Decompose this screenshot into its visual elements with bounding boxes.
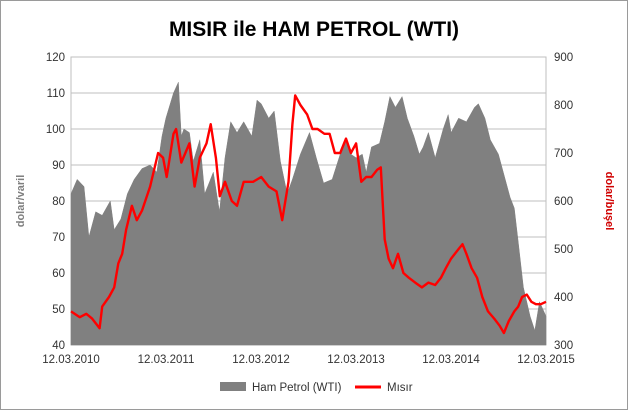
- plot-series: [70, 82, 547, 346]
- right-tick-label: 800: [554, 100, 573, 112]
- left-tick-label: 100: [46, 124, 65, 136]
- x-tick-label: 12.03.2013: [327, 354, 385, 366]
- x-tick-label: 12.03.2010: [42, 354, 100, 366]
- right-tick-label: 600: [554, 196, 573, 208]
- left-tick-label: 40: [52, 340, 65, 352]
- legend-swatch-oil: [220, 382, 246, 391]
- right-tick-label: 300: [554, 340, 573, 352]
- left-y-axis: 40 50 60 70 80 90 100 110 120: [46, 52, 65, 352]
- left-tick-label: 120: [46, 52, 65, 64]
- x-tick-label: 12.03.2015: [517, 354, 575, 366]
- left-tick-label: 90: [52, 160, 65, 172]
- series-line-corn: [70, 94, 547, 335]
- x-tick-label: 12.03.2011: [138, 354, 195, 366]
- x-tick-label: 12.03.2012: [232, 354, 290, 366]
- x-axis: 12.03.2010 12.03.2011 12.03.2012 12.03.2013…: [42, 354, 575, 366]
- chart-title: MISIR ile HAM PETROL (WTI): [169, 18, 459, 41]
- right-tick-label: 700: [554, 148, 573, 160]
- x-tick-label: 12.03.2014: [422, 354, 480, 366]
- left-tick-label: 50: [52, 304, 65, 316]
- legend-label-corn: Mısır: [387, 382, 413, 394]
- right-tick-label: 500: [554, 244, 573, 256]
- legend: Ham Petrol (WTI) Mısır: [220, 382, 413, 394]
- right-tick-label: 900: [554, 52, 573, 64]
- left-tick-label: 60: [52, 268, 65, 280]
- left-tick-label: 80: [52, 196, 65, 208]
- left-tick-label: 110: [47, 88, 65, 100]
- left-axis-title: dolar/varil: [15, 175, 27, 228]
- right-axis-title: dolar/buşel: [603, 172, 615, 231]
- left-tick-label: 70: [52, 232, 65, 244]
- legend-label-oil: Ham Petrol (WTI): [252, 382, 342, 394]
- right-y-axis: 300 400 500 600 700 800 900: [554, 52, 573, 352]
- right-tick-label: 400: [554, 292, 573, 304]
